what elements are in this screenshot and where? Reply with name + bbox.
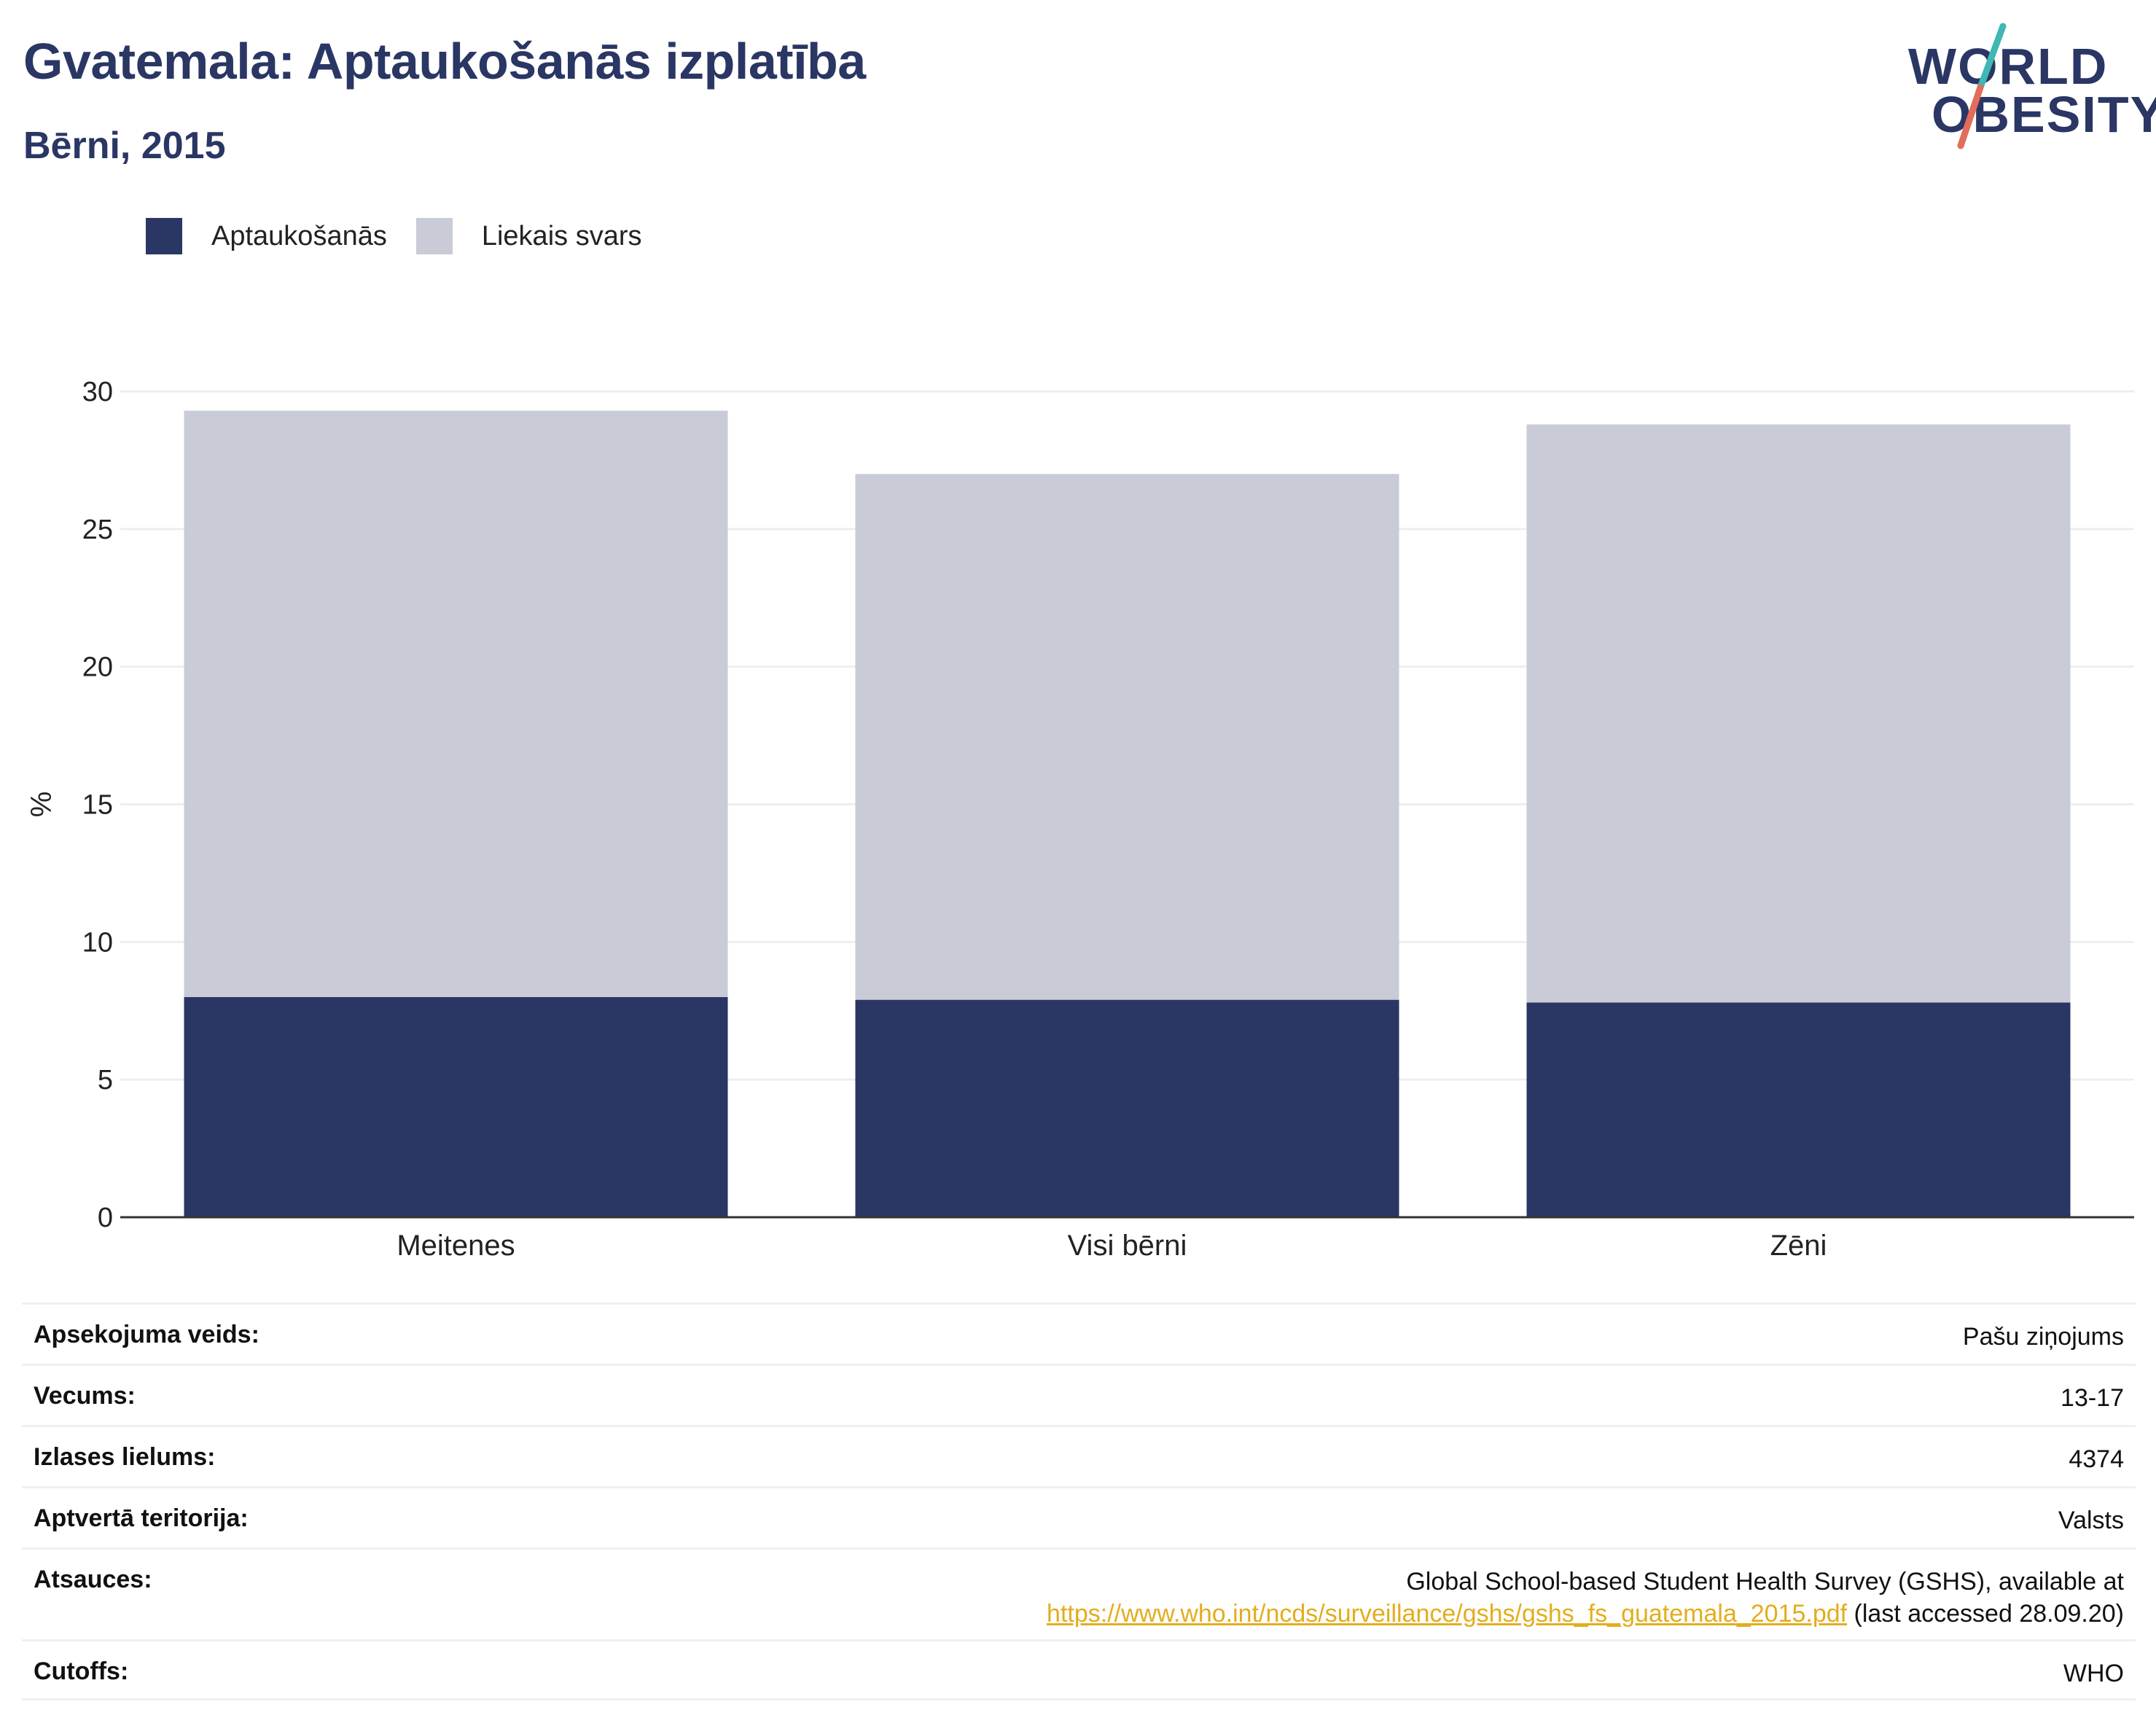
y-tick-label: 15	[82, 790, 113, 821]
info-label: Aptvertā teritorija:	[34, 1504, 249, 1532]
y-tick-label: 25	[82, 515, 113, 545]
bar-overweight	[1526, 424, 2071, 1003]
y-axis-label: %	[26, 792, 58, 818]
page-title: Gvatemala: Aptaukošanās izplatība	[23, 33, 866, 90]
info-row-sample-size: Izlases lielums: 4374	[22, 1425, 2136, 1486]
info-value: 4374	[2069, 1445, 2124, 1473]
legend-swatch-obesity	[146, 218, 182, 254]
info-label: Atsauces:	[34, 1566, 152, 1593]
bar-overweight	[184, 410, 728, 997]
info-row-coverage: Aptvertā teritorija: Valsts	[22, 1486, 2136, 1547]
info-value: Pašu ziņojums	[1962, 1323, 2124, 1351]
page-subtitle: Bērni, 2015	[23, 125, 226, 167]
y-tick-label: 0	[98, 1203, 113, 1233]
references-line1: Global School-based Student Health Surve…	[1406, 1568, 2124, 1596]
y-tick-label: 10	[82, 927, 113, 958]
y-tick-label: 20	[82, 652, 113, 683]
bar-chart-svg: 0 5 10 15 20 25 30% Meitenes Visi bērni Zēni	[26, 377, 2134, 1262]
info-value: 13-17	[2061, 1384, 2124, 1412]
legend-item-overweight: Liekais svars	[415, 218, 642, 254]
info-label: Izlases lielums:	[34, 1443, 216, 1471]
references-link[interactable]: https://www.who.int/ncds/surveillance/gs…	[1047, 1600, 1848, 1628]
bar-obesity	[1526, 1002, 2071, 1217]
x-tick-label: Visi bērni	[1068, 1230, 1187, 1262]
legend-swatch-overweight	[415, 218, 453, 254]
references-suffix: (last accessed 28.09.20)	[1847, 1600, 2124, 1628]
references-value: Global School-based Student Health Surve…	[1047, 1566, 2124, 1630]
info-label: Cutoffs:	[34, 1657, 129, 1685]
bar-chart: 0 5 10 15 20 25 30% Meitenes Visi bērni Zēni	[0, 350, 2156, 1268]
logo-slash-icon	[1957, 23, 2007, 149]
references-line2: https://www.who.int/ncds/surveillance/gs…	[1047, 1598, 2124, 1630]
bar-obesity	[184, 996, 728, 1217]
x-tick-label: Zēni	[1770, 1230, 1827, 1262]
y-tick-label: 5	[98, 1065, 113, 1096]
info-label: Vecums:	[34, 1382, 136, 1410]
info-value: WHO	[2063, 1660, 2124, 1687]
info-table: Apsekojuma veids: Pašu ziņojums Vecums: …	[22, 1303, 2136, 1700]
world-obesity-logo: WORLD OBESITY	[1895, 22, 2156, 153]
info-row-survey-type: Apsekojuma veids: Pašu ziņojums	[22, 1303, 2136, 1364]
info-value: Valsts	[2058, 1507, 2124, 1534]
bar-obesity	[855, 999, 1399, 1217]
info-row-references: Atsauces: Global School-based Student He…	[22, 1547, 2136, 1639]
info-row-cutoffs: Cutoffs: WHO	[22, 1639, 2136, 1700]
legend-item-obesity: Aptaukošanās	[146, 218, 387, 254]
legend-label-obesity: Aptaukošanās	[211, 220, 387, 251]
x-tick-label: Meitenes	[397, 1230, 515, 1262]
bar-overweight	[855, 474, 1399, 1000]
chart-legend: Aptaukošanās Liekais svars	[146, 216, 671, 257]
logo-text-world: WORLD	[1908, 38, 2109, 95]
info-row-age: Vecums: 13-17	[22, 1364, 2136, 1425]
y-tick-label: 30	[82, 377, 113, 407]
info-label: Apsekojuma veids:	[34, 1321, 259, 1348]
legend-label-overweight: Liekais svars	[481, 220, 642, 251]
